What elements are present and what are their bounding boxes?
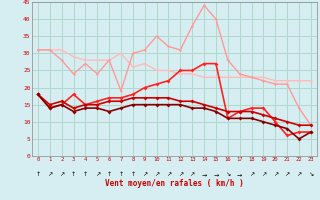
X-axis label: Vent moyen/en rafales ( km/h ): Vent moyen/en rafales ( km/h ) xyxy=(105,179,244,188)
